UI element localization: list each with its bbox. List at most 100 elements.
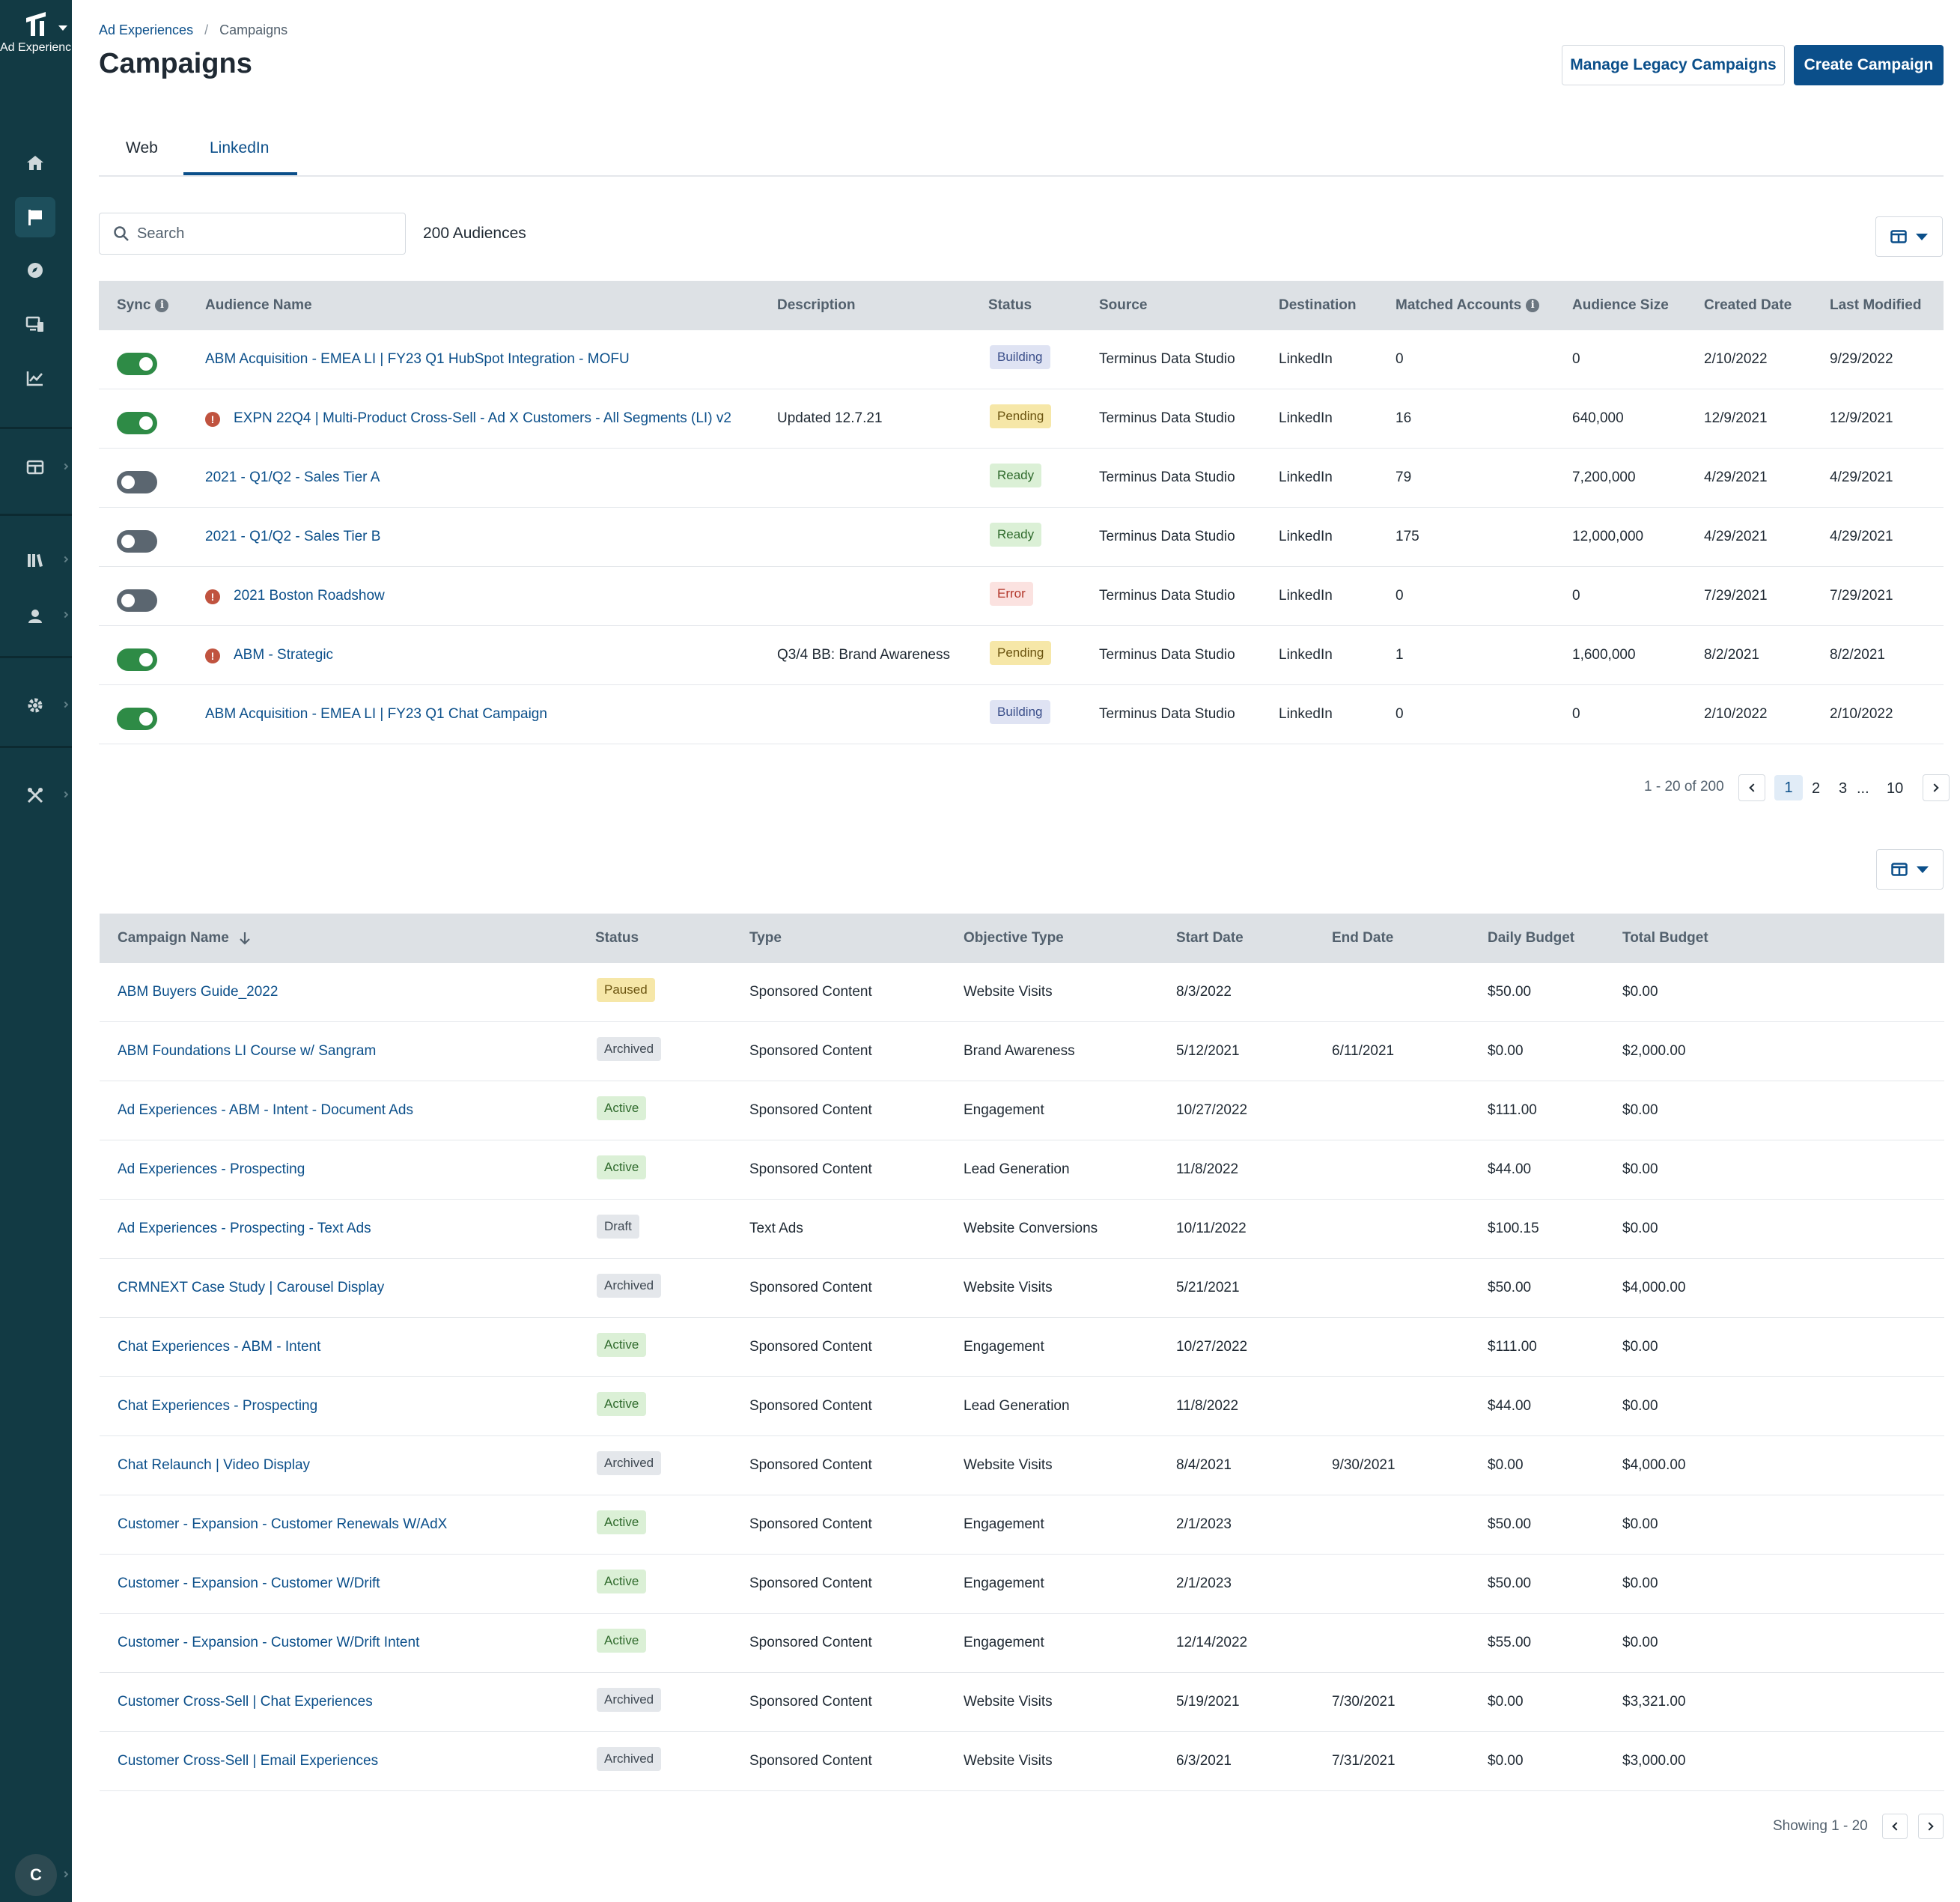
table-row: Customer Cross-Sell | Chat Experiences Ar… [100, 1673, 1944, 1732]
table-row: Ad Experiences - Prospecting - Text Ads D… [100, 1200, 1944, 1259]
campaign-name-link[interactable]: Chat Experiences - ABM - Intent [118, 1339, 321, 1355]
nav-analytics[interactable] [15, 358, 55, 398]
header-end-date[interactable]: End Date [1332, 930, 1394, 946]
header-destination[interactable]: Destination [1279, 297, 1357, 313]
campaign-name-link[interactable]: Customer Cross-Sell | Chat Experiences [118, 1694, 373, 1710]
header-type[interactable]: Type [749, 930, 782, 946]
campaign-name-link[interactable]: Customer - Expansion - Customer W/Drift … [118, 1635, 420, 1650]
table-row: Ad Experiences - ABM - Intent - Document… [100, 1081, 1944, 1140]
page-2-button[interactable]: 2 [1812, 780, 1821, 797]
page-3-button[interactable]: 3 [1839, 780, 1848, 797]
breadcrumb-parent-link[interactable]: Ad Experiences [99, 22, 194, 37]
daily-budget: $50.00 [1488, 1576, 1532, 1591]
header-audience-size[interactable]: Audience Size [1572, 297, 1669, 313]
campaign-pagination-summary: Showing 1 - 20 [1773, 1818, 1868, 1834]
campaign-name-link[interactable]: Ad Experiences - Prospecting [118, 1161, 305, 1177]
objective-type: Engagement [964, 1516, 1044, 1532]
audience-name-link[interactable]: 2021 - Q1/Q2 - Sales Tier A [205, 470, 380, 485]
alert-icon[interactable]: ! [205, 589, 220, 604]
header-daily-budget[interactable]: Daily Budget [1488, 930, 1575, 946]
matched-accounts: 0 [1396, 588, 1404, 604]
sync-toggle[interactable] [117, 589, 157, 612]
info-icon[interactable]: i [1526, 299, 1540, 312]
create-campaign-button[interactable]: Create Campaign [1794, 45, 1944, 85]
manage-legacy-campaigns-button[interactable]: Manage Legacy Campaigns [1562, 45, 1785, 85]
tools-icon [27, 787, 43, 803]
campaign-name-link[interactable]: Customer Cross-Sell | Email Experiences [118, 1753, 379, 1769]
header-total-budget[interactable]: Total Budget [1622, 930, 1708, 946]
sync-toggle[interactable] [117, 471, 157, 493]
audience-name-link[interactable]: ABM Acquisition - EMEA LI | FY23 Q1 HubS… [205, 351, 630, 367]
header-audience-name[interactable]: Audience Name [205, 297, 312, 313]
nav-home[interactable] [15, 142, 55, 183]
header-sync[interactable]: Sync i [117, 297, 169, 314]
total-budget: $0.00 [1622, 984, 1658, 1000]
campaign-name-link[interactable]: Customer - Expansion - Customer W/Drift [118, 1576, 380, 1591]
header-source[interactable]: Source [1099, 297, 1148, 313]
campaign-name-link[interactable]: CRMNEXT Case Study | Carousel Display [118, 1280, 385, 1295]
nav-library[interactable] [15, 540, 55, 580]
audience-prev-page-button[interactable] [1738, 774, 1765, 801]
sync-toggle[interactable] [117, 353, 157, 375]
audience-size: 1,600,000 [1572, 647, 1636, 663]
sync-toggle[interactable] [117, 412, 157, 434]
nav-campaigns[interactable] [15, 197, 55, 237]
campaign-name-link[interactable]: ABM Buyers Guide_2022 [118, 984, 279, 1000]
chevron-right-icon [61, 701, 69, 708]
objective-type: Website Visits [964, 1457, 1053, 1473]
info-icon[interactable]: i [155, 299, 169, 312]
header-objective-type[interactable]: Objective Type [964, 930, 1064, 946]
search-input[interactable] [137, 225, 392, 243]
nav-accounts[interactable] [15, 595, 55, 636]
audiences-table-header: Sync i Audience Name Description Status S… [99, 281, 1944, 330]
page-last-button[interactable]: 10 [1887, 780, 1904, 797]
campaign-prev-page-button[interactable] [1882, 1814, 1908, 1839]
nav-tools[interactable] [15, 775, 55, 815]
tab-linkedin[interactable]: LinkedIn [210, 139, 270, 157]
sync-toggle[interactable] [117, 708, 157, 730]
start-date: 5/19/2021 [1176, 1694, 1240, 1710]
header-created-date[interactable]: Created Date [1704, 297, 1792, 313]
sync-toggle[interactable] [117, 530, 157, 553]
audience-name-link[interactable]: ABM - Strategic [234, 647, 334, 663]
alert-icon[interactable]: ! [205, 648, 220, 663]
alert-icon[interactable]: ! [205, 412, 220, 427]
user-avatar[interactable]: C [15, 1854, 57, 1896]
nav-settings[interactable] [15, 685, 55, 726]
campaign-name-link[interactable]: Chat Experiences - Prospecting [118, 1398, 318, 1414]
audience-name-link[interactable]: EXPN 22Q4 | Multi-Product Cross-Sell - A… [234, 410, 731, 426]
start-date: 6/3/2021 [1176, 1753, 1232, 1769]
campaign-name-link[interactable]: Ad Experiences - Prospecting - Text Ads [118, 1221, 371, 1236]
nav-devices[interactable] [15, 304, 55, 344]
start-date: 11/8/2022 [1176, 1161, 1239, 1177]
audience-name-link[interactable]: 2021 Boston Roadshow [234, 588, 385, 604]
tab-web[interactable]: Web [126, 139, 158, 157]
header-campaign-name[interactable]: Campaign Name [118, 930, 250, 947]
header-description[interactable]: Description [777, 297, 856, 313]
campaign-name-link[interactable]: Chat Relaunch | Video Display [118, 1457, 311, 1473]
chevron-right-icon [61, 556, 69, 563]
sync-toggle[interactable] [117, 648, 157, 671]
campaign-next-page-button[interactable] [1918, 1814, 1944, 1839]
campaign-name-link[interactable]: Customer - Expansion - Customer Renewals… [118, 1516, 448, 1532]
nav-tables[interactable] [15, 447, 55, 487]
app-switcher[interactable]: Ad Experienc... [0, 10, 72, 55]
status-badge: Error [990, 582, 1033, 606]
header-start-date[interactable]: Start Date [1176, 930, 1244, 946]
audience-next-page-button[interactable] [1923, 774, 1950, 801]
header-campaign-status[interactable]: Status [595, 930, 639, 946]
campaign-name-link[interactable]: ABM Foundations LI Course w/ Sangram [118, 1043, 377, 1059]
header-status[interactable]: Status [988, 297, 1032, 313]
total-budget: $0.00 [1622, 1221, 1658, 1236]
header-matched-accounts[interactable]: Matched Accounts i [1396, 297, 1540, 314]
nav-explore[interactable] [15, 250, 55, 291]
audience-name-link[interactable]: 2021 - Q1/Q2 - Sales Tier B [205, 529, 381, 544]
campaign-column-settings-button[interactable] [1876, 849, 1944, 890]
page-1-button[interactable]: 1 [1774, 775, 1803, 800]
chevron-right-icon [61, 1871, 69, 1878]
campaign-name-link[interactable]: Ad Experiences - ABM - Intent - Document… [118, 1102, 413, 1118]
header-last-modified[interactable]: Last Modified [1830, 297, 1922, 313]
created-date: 4/29/2021 [1704, 529, 1768, 544]
audience-name-link[interactable]: ABM Acquisition - EMEA LI | FY23 Q1 Chat… [205, 706, 547, 722]
column-settings-button[interactable] [1875, 216, 1943, 257]
